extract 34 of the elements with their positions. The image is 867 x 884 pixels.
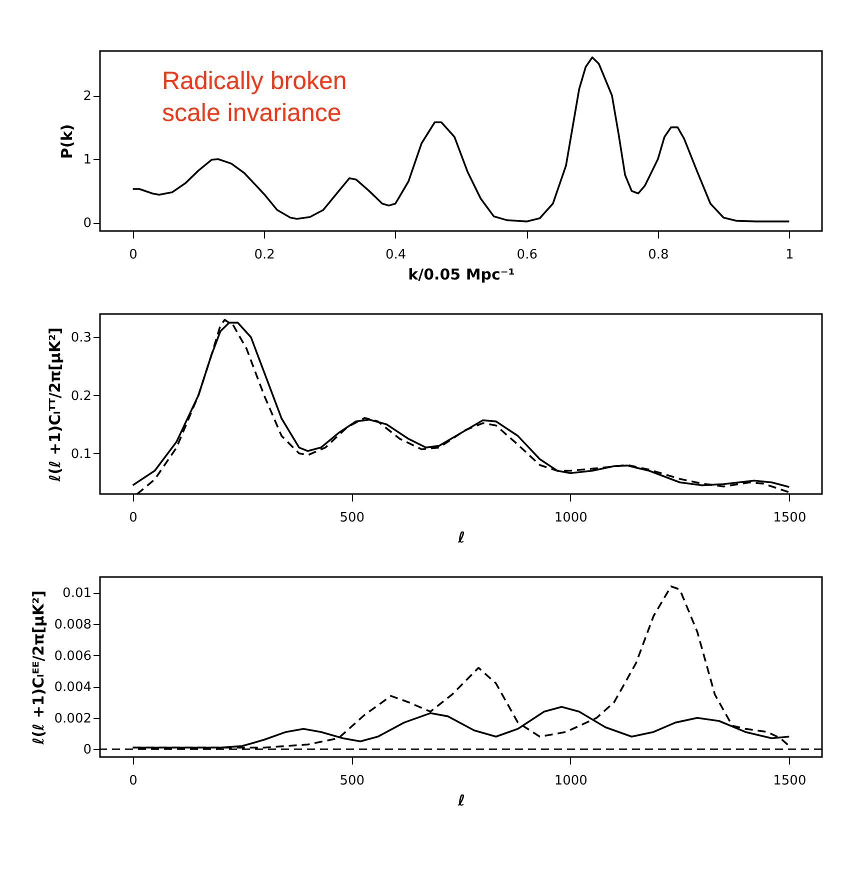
x-tick-label: 500 <box>340 774 365 788</box>
x-tick-label: 0.6 <box>516 248 538 262</box>
x-axis-title: ℓ <box>456 528 466 546</box>
x-tick-label: 1000 <box>554 510 588 526</box>
y-tick-label: 0.01 <box>62 586 92 602</box>
y-tick-label: 1 <box>83 152 92 168</box>
x-tick-label: 0.8 <box>648 248 669 262</box>
x-tick-label: 1 <box>786 248 794 262</box>
x-tick-label: 1000 <box>554 774 588 788</box>
x-axis-title: ℓ <box>456 792 466 810</box>
y-tick-label: 0.008 <box>54 617 92 632</box>
x-axis-title: k/0.05 Mpc⁻¹ <box>408 266 515 284</box>
x-tick-label: 0.4 <box>386 248 406 262</box>
x-tick-label: 1500 <box>773 774 806 788</box>
y-tick-label: 2 <box>83 89 92 104</box>
y-tick-label: 0.002 <box>54 711 92 726</box>
y-tick-label: 0.006 <box>54 648 92 664</box>
y-axis-title: ℓ(ℓ +1)Cₗᵀᵀ/2π[μK²] <box>46 328 64 482</box>
x-tick-label: 0.2 <box>254 248 275 262</box>
x-tick-label: 0 <box>129 248 138 262</box>
line-series <box>132 56 790 222</box>
y-tick-label: 0 <box>83 216 92 232</box>
annotation: Radically broken scale invariance <box>162 67 347 127</box>
y-tick-label: 0.3 <box>70 330 92 346</box>
y-axis-title: ℓ(ℓ +1)Cₗᴱᴱ/2π[μK²] <box>29 590 48 746</box>
x-tick-label: 0 <box>129 774 138 788</box>
x-tick-label: 500 <box>340 510 365 526</box>
y-tick-label: 0.004 <box>54 680 92 696</box>
y-axis-title: P(k) <box>58 124 76 159</box>
x-tick-label: 1500 <box>773 510 806 526</box>
y-tick-label: 0.1 <box>70 446 92 462</box>
x-tick-label: 0 <box>129 510 138 526</box>
y-tick-label: 0 <box>83 742 92 758</box>
y-tick-label: 0.2 <box>70 388 92 404</box>
